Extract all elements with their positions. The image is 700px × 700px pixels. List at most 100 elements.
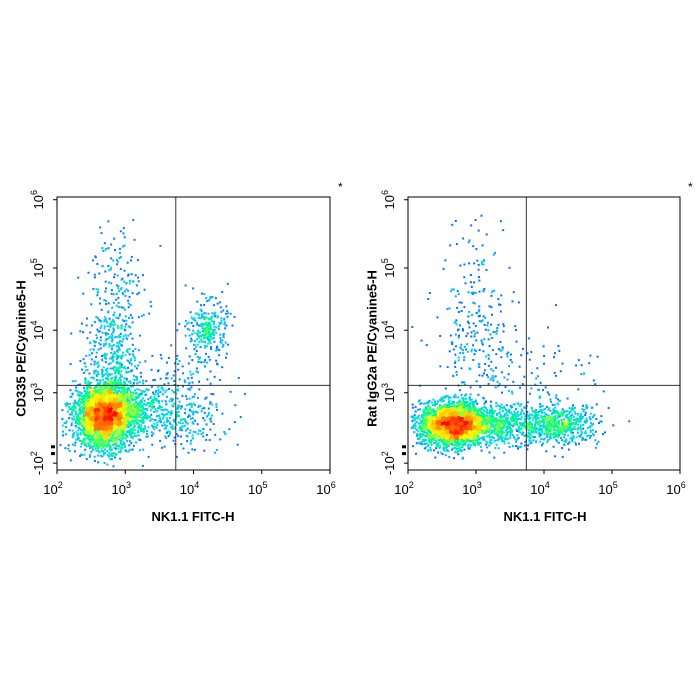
event-dot [110,448,113,451]
event-dot [104,452,107,455]
event-dot [106,338,109,341]
event-dot [209,382,212,385]
event-dot [208,439,211,442]
event-dot [119,373,122,376]
event-dot [113,443,116,446]
event-dot [97,330,100,333]
event-dot [101,416,104,419]
event-dot [94,410,97,413]
event-dot [127,387,130,390]
event-dot [192,287,195,290]
event-dot [205,438,208,441]
event-dot [220,317,223,320]
event-dot [101,371,104,374]
event-dot [105,381,107,384]
event-dot [200,433,203,435]
event-dot [110,390,113,393]
event-dot [209,295,212,298]
event-dot [124,427,127,430]
event-dot [190,439,192,442]
event-dot [103,416,106,419]
event-dot [79,394,82,396]
event-dot [211,337,214,340]
event-dot [127,402,130,405]
event-dot [106,373,109,376]
event-dot [137,394,140,397]
event-dot [111,377,114,380]
event-dot [72,409,75,412]
event-dot [187,321,190,324]
event-dot [206,325,209,328]
event-dot [77,399,80,402]
event-dot [208,358,211,361]
event-dot [127,334,130,337]
event-dot [185,421,188,424]
event-dot [103,325,106,328]
event-dot [127,426,130,429]
event-dot [97,391,100,394]
event-dot [204,344,207,347]
event-dot [91,401,93,404]
event-dot [74,389,77,392]
event-dot [125,407,128,410]
event-dot [86,393,89,396]
event-dot [216,346,219,349]
event-dot [159,439,162,442]
event-dot [120,370,123,373]
event-dot [100,400,103,402]
event-dot [142,274,144,277]
event-dot [135,397,138,400]
event-dot [101,440,104,443]
event-dot [161,387,164,390]
event-dot [211,332,213,334]
event-dot [102,413,105,416]
event-dot [478,415,481,417]
event-dot [110,337,113,340]
event-dot [95,415,98,418]
event-dot [111,455,114,457]
event-dot [199,308,202,311]
event-dot [79,412,82,415]
event-dot [222,334,225,337]
event-dot [123,392,126,395]
event-dot [205,337,208,340]
event-dot [87,432,90,434]
event-dot [119,427,122,430]
event-dot [196,332,199,335]
event-dot [98,319,101,322]
event-dot [99,382,101,385]
event-dot [119,230,122,233]
event-dot [178,360,181,363]
event-dot [111,412,114,415]
event-dot [225,305,228,308]
event-dot [90,363,93,366]
event-dot [92,428,94,431]
event-dot [72,418,75,421]
event-dot [93,401,96,404]
event-dot [163,427,166,430]
event-dot [118,334,121,337]
event-dot [119,379,122,381]
event-dot [108,451,111,454]
event-dot [120,414,123,416]
event-dot [86,337,89,340]
event-dot [201,327,204,330]
event-dot [89,341,92,344]
event-dot [115,445,118,448]
event-dot [417,430,420,433]
event-dot [123,320,126,323]
event-dot [76,434,79,437]
event-dot [158,400,161,403]
event-dot [107,416,109,419]
event-dot [135,392,138,395]
event-dot [200,361,203,364]
event-dot [93,363,96,366]
event-dot [142,382,145,385]
event-dot [109,325,112,328]
event-dot [103,412,106,415]
event-dot [96,454,99,457]
event-dot [95,370,98,373]
event-dot [216,302,219,305]
event-dot [104,389,106,392]
event-dot [136,407,138,410]
